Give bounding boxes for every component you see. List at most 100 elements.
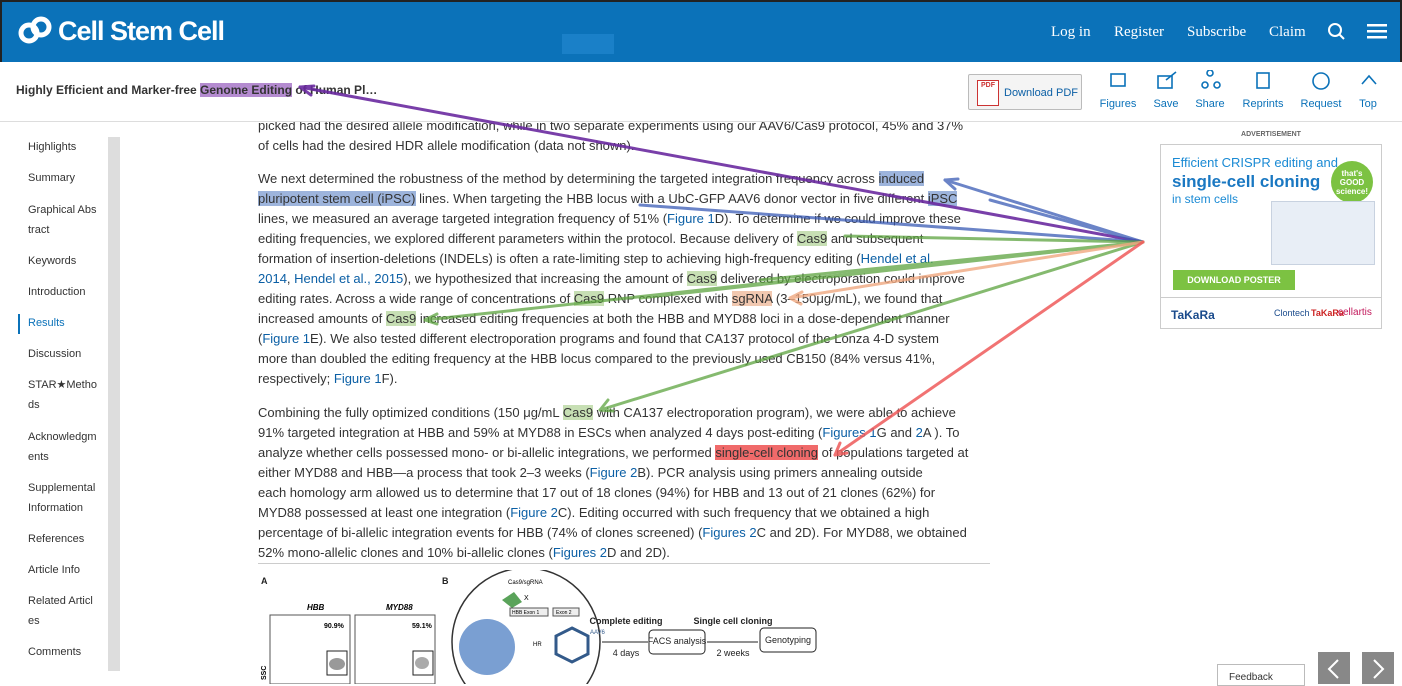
link[interactable]: Figure 2	[589, 465, 638, 480]
text: and subsequent	[827, 231, 924, 246]
text: We next determined the robustness of the…	[258, 171, 879, 186]
ad-text: in stem cells	[1172, 192, 1239, 206]
figure-text: SSC	[261, 666, 268, 680]
search-icon[interactable]	[1327, 22, 1347, 42]
figure-text: A	[261, 576, 268, 586]
sidebar-link[interactable]: Results	[28, 317, 65, 329]
text-line: formation of insertion-deletions (INDELs…	[258, 249, 934, 269]
page-arrows[interactable]	[1318, 652, 1402, 684]
sidebar-link[interactable]: References	[28, 533, 85, 545]
link[interactable]: Figures 2	[702, 525, 757, 540]
link[interactable]: 2014	[258, 271, 287, 286]
text: increased editing frequencies at both th…	[416, 311, 950, 326]
highlight: Cas9	[686, 271, 717, 286]
logo[interactable]: Cell Stem Cell	[58, 16, 225, 46]
nav-link[interactable]: Claim	[1269, 24, 1306, 40]
text: respectively;	[258, 371, 334, 386]
text: G and	[876, 425, 916, 440]
figure-text: 4 days	[613, 648, 640, 658]
figure-text: B	[442, 576, 449, 586]
link[interactable]: 2	[915, 425, 923, 440]
text: D and 2D).	[607, 545, 670, 560]
ad-text: single-cell cloning	[1172, 172, 1321, 191]
title-highlight: Genome Editing	[200, 83, 293, 97]
highlight: pluripotent stem cell (iPSC)	[258, 191, 416, 206]
text: A ). To	[922, 425, 960, 440]
figure: A B HBB MYD88 90.9% 59.1% SSC Cas9/sgRNA…	[261, 570, 817, 684]
toolbar-action[interactable]: Top	[1359, 98, 1377, 110]
text-line: editing rates. Across a wide range of co…	[258, 289, 942, 309]
text-line: picked had the desired allele modificati…	[258, 122, 963, 136]
toolbar-icons	[1110, 70, 1377, 90]
text: (3–150μg/mL), we found that	[772, 291, 943, 306]
link[interactable]: Figures 2	[552, 545, 608, 560]
text-line: Combining the fully optimized conditions…	[258, 403, 956, 423]
text: picked had the desired allele modificati…	[258, 122, 964, 133]
feedback[interactable]: Feedback	[1217, 664, 1305, 686]
figure-text: Genotyping	[765, 635, 811, 645]
toolbar-action[interactable]: Reprints	[1242, 98, 1284, 110]
figure-text: X	[524, 595, 529, 602]
sidebar-link[interactable]: Summary	[28, 172, 76, 184]
text: lines. When targeting the HBB locus with…	[415, 191, 928, 206]
text-line: increased amounts of Cas9 increased edit…	[258, 309, 950, 329]
text-line: percentage of bi-allelic integration eve…	[258, 523, 967, 543]
sidebar-link[interactable]: Acknowledgments	[28, 431, 97, 463]
link[interactable]: Figure 1	[333, 371, 382, 386]
text-line: respectively; Figure 1F).	[258, 369, 397, 389]
text-line: either MYD88 and HBB—a process that took…	[258, 463, 923, 483]
ad-divider	[1161, 297, 1381, 298]
sidebar-link[interactable]: Highlights	[28, 141, 77, 153]
download-label: Download PDF	[1004, 87, 1078, 99]
figure-text: Single cell cloning	[693, 616, 772, 626]
divider	[258, 563, 990, 564]
download-pdf[interactable]: PDF Download PDF	[968, 74, 1082, 110]
figure-text: Complete editing	[589, 616, 662, 626]
sidebar-link[interactable]: Related Articles	[28, 595, 93, 627]
toolbar-action[interactable]: Request	[1300, 98, 1342, 110]
text: B). PCR analysis using primers annealing…	[637, 465, 923, 480]
link[interactable]: Figure 1	[262, 331, 311, 346]
ad-partner: cellartis	[1338, 307, 1372, 318]
highlight: single-cell cloning	[715, 445, 819, 460]
link[interactable]: Hendel et al., 2015	[294, 271, 404, 286]
text: E). We also tested different electropora…	[310, 331, 939, 346]
sidebar-link[interactable]: Introduction	[28, 286, 86, 298]
link[interactable]: Figure 2	[510, 505, 558, 520]
text: C and 2D). For MYD88, we obtained	[756, 525, 967, 540]
text-line: of cells had the desired HDR allele modi…	[258, 136, 634, 156]
sidebar-link[interactable]: STAR★Methods	[28, 379, 97, 411]
text-line: 52% mono-allelic clones and 10% bi-allel…	[258, 543, 670, 563]
article-title: Highly Efficient and Marker-free Genome …	[16, 83, 377, 97]
sidebar: Highlights Summary Graphical Abstract Keywo…	[0, 123, 122, 684]
text-line: We next determined the robustness of the…	[258, 169, 925, 189]
sidebar-link[interactable]: Keywords	[28, 255, 77, 267]
advertisement[interactable]: Efficient CRISPR editing and single-cell…	[1160, 144, 1382, 329]
nav-link[interactable]: Log in	[1051, 24, 1091, 40]
text-line: 91% targeted integration at HBB and 59% …	[258, 423, 959, 443]
sidebar-link[interactable]: Comments	[28, 646, 82, 658]
text-line: MYD88 possessed at least one integration…	[258, 503, 929, 523]
active-indicator	[18, 314, 20, 334]
link[interactable]: Figure 1	[667, 211, 715, 226]
menu-icon[interactable]	[1367, 22, 1389, 40]
ad-button[interactable]: DOWNLOAD POSTER	[1173, 270, 1295, 290]
sidebar-link[interactable]: Article Info	[28, 564, 80, 576]
link[interactable]: Figures 1	[822, 425, 877, 440]
highlight: sgRNA	[731, 291, 773, 306]
link[interactable]: Hendel et al.	[860, 251, 934, 266]
text-line: more than doubled the editing frequency …	[258, 349, 935, 369]
sidebar-link[interactable]: Discussion	[28, 348, 82, 360]
figure-text: 2 weeks	[716, 648, 750, 658]
ad-text: Efficient CRISPR editing and	[1172, 155, 1338, 170]
sidebar-link[interactable]: Supplemental Information	[28, 482, 96, 514]
toolbar-action[interactable]: Share	[1195, 98, 1225, 110]
text: F).	[381, 371, 398, 386]
sidebar-link[interactable]: Graphical Abstract	[28, 204, 97, 236]
toolbar-action[interactable]: Save	[1153, 98, 1179, 110]
nav-link[interactable]: Register	[1114, 24, 1164, 40]
nav-link[interactable]: Subscribe	[1187, 24, 1247, 40]
text: analyze whether cells possessed mono- or…	[258, 445, 716, 460]
figure-text: MYD88	[386, 603, 413, 612]
